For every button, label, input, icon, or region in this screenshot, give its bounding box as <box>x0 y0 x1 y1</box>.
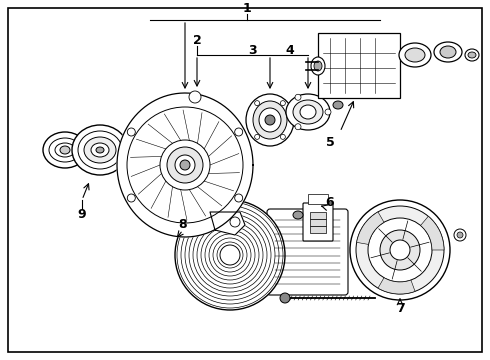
Text: 6: 6 <box>326 195 334 208</box>
Ellipse shape <box>96 147 104 153</box>
Circle shape <box>380 230 420 270</box>
Text: 8: 8 <box>179 219 187 231</box>
Ellipse shape <box>333 101 343 109</box>
Circle shape <box>280 134 285 139</box>
Circle shape <box>350 200 450 300</box>
Circle shape <box>175 155 195 175</box>
Circle shape <box>390 240 410 260</box>
Ellipse shape <box>72 125 128 175</box>
Ellipse shape <box>293 100 323 124</box>
Ellipse shape <box>465 49 479 61</box>
Text: 9: 9 <box>78 208 86 221</box>
Ellipse shape <box>55 143 75 157</box>
Circle shape <box>235 194 243 202</box>
Ellipse shape <box>405 48 425 62</box>
Ellipse shape <box>78 131 122 169</box>
Ellipse shape <box>60 146 70 154</box>
Circle shape <box>189 91 201 103</box>
Ellipse shape <box>440 46 456 58</box>
Ellipse shape <box>84 137 116 163</box>
Text: 4: 4 <box>286 44 294 57</box>
Ellipse shape <box>49 138 81 162</box>
Circle shape <box>180 160 190 170</box>
Ellipse shape <box>434 42 462 62</box>
Text: 7: 7 <box>395 302 404 315</box>
Ellipse shape <box>293 211 303 219</box>
Circle shape <box>295 94 301 100</box>
Text: 5: 5 <box>326 135 334 148</box>
Circle shape <box>457 232 463 238</box>
Wedge shape <box>378 278 415 294</box>
Circle shape <box>127 107 243 223</box>
Text: 1: 1 <box>243 3 251 15</box>
Wedge shape <box>420 216 444 250</box>
Ellipse shape <box>91 143 109 157</box>
Polygon shape <box>210 212 245 235</box>
FancyBboxPatch shape <box>267 209 348 295</box>
Ellipse shape <box>314 61 322 71</box>
Ellipse shape <box>311 57 325 75</box>
Ellipse shape <box>300 105 316 119</box>
Ellipse shape <box>246 94 294 146</box>
Ellipse shape <box>399 43 431 67</box>
Circle shape <box>454 229 466 241</box>
Circle shape <box>325 109 331 115</box>
Ellipse shape <box>43 132 87 168</box>
Circle shape <box>230 217 240 227</box>
Bar <box>308 194 328 204</box>
Circle shape <box>368 218 432 282</box>
Wedge shape <box>357 212 384 244</box>
Circle shape <box>127 128 135 136</box>
Polygon shape <box>117 93 253 237</box>
Bar <box>310 226 326 233</box>
Ellipse shape <box>259 108 281 132</box>
Circle shape <box>255 134 260 139</box>
Circle shape <box>175 200 285 310</box>
Circle shape <box>160 140 210 190</box>
FancyBboxPatch shape <box>303 203 333 241</box>
Circle shape <box>220 245 240 265</box>
Bar <box>310 212 326 219</box>
Circle shape <box>295 124 301 130</box>
Circle shape <box>280 101 285 105</box>
Ellipse shape <box>253 101 287 139</box>
Text: 3: 3 <box>247 44 256 57</box>
Circle shape <box>127 194 135 202</box>
Circle shape <box>167 147 203 183</box>
Text: 2: 2 <box>193 33 201 46</box>
Ellipse shape <box>468 52 476 58</box>
Circle shape <box>280 293 290 303</box>
Ellipse shape <box>286 94 330 130</box>
Circle shape <box>356 206 444 294</box>
Circle shape <box>255 101 260 105</box>
Ellipse shape <box>265 115 275 125</box>
Circle shape <box>235 128 243 136</box>
Bar <box>318 33 400 98</box>
Bar <box>310 219 326 226</box>
